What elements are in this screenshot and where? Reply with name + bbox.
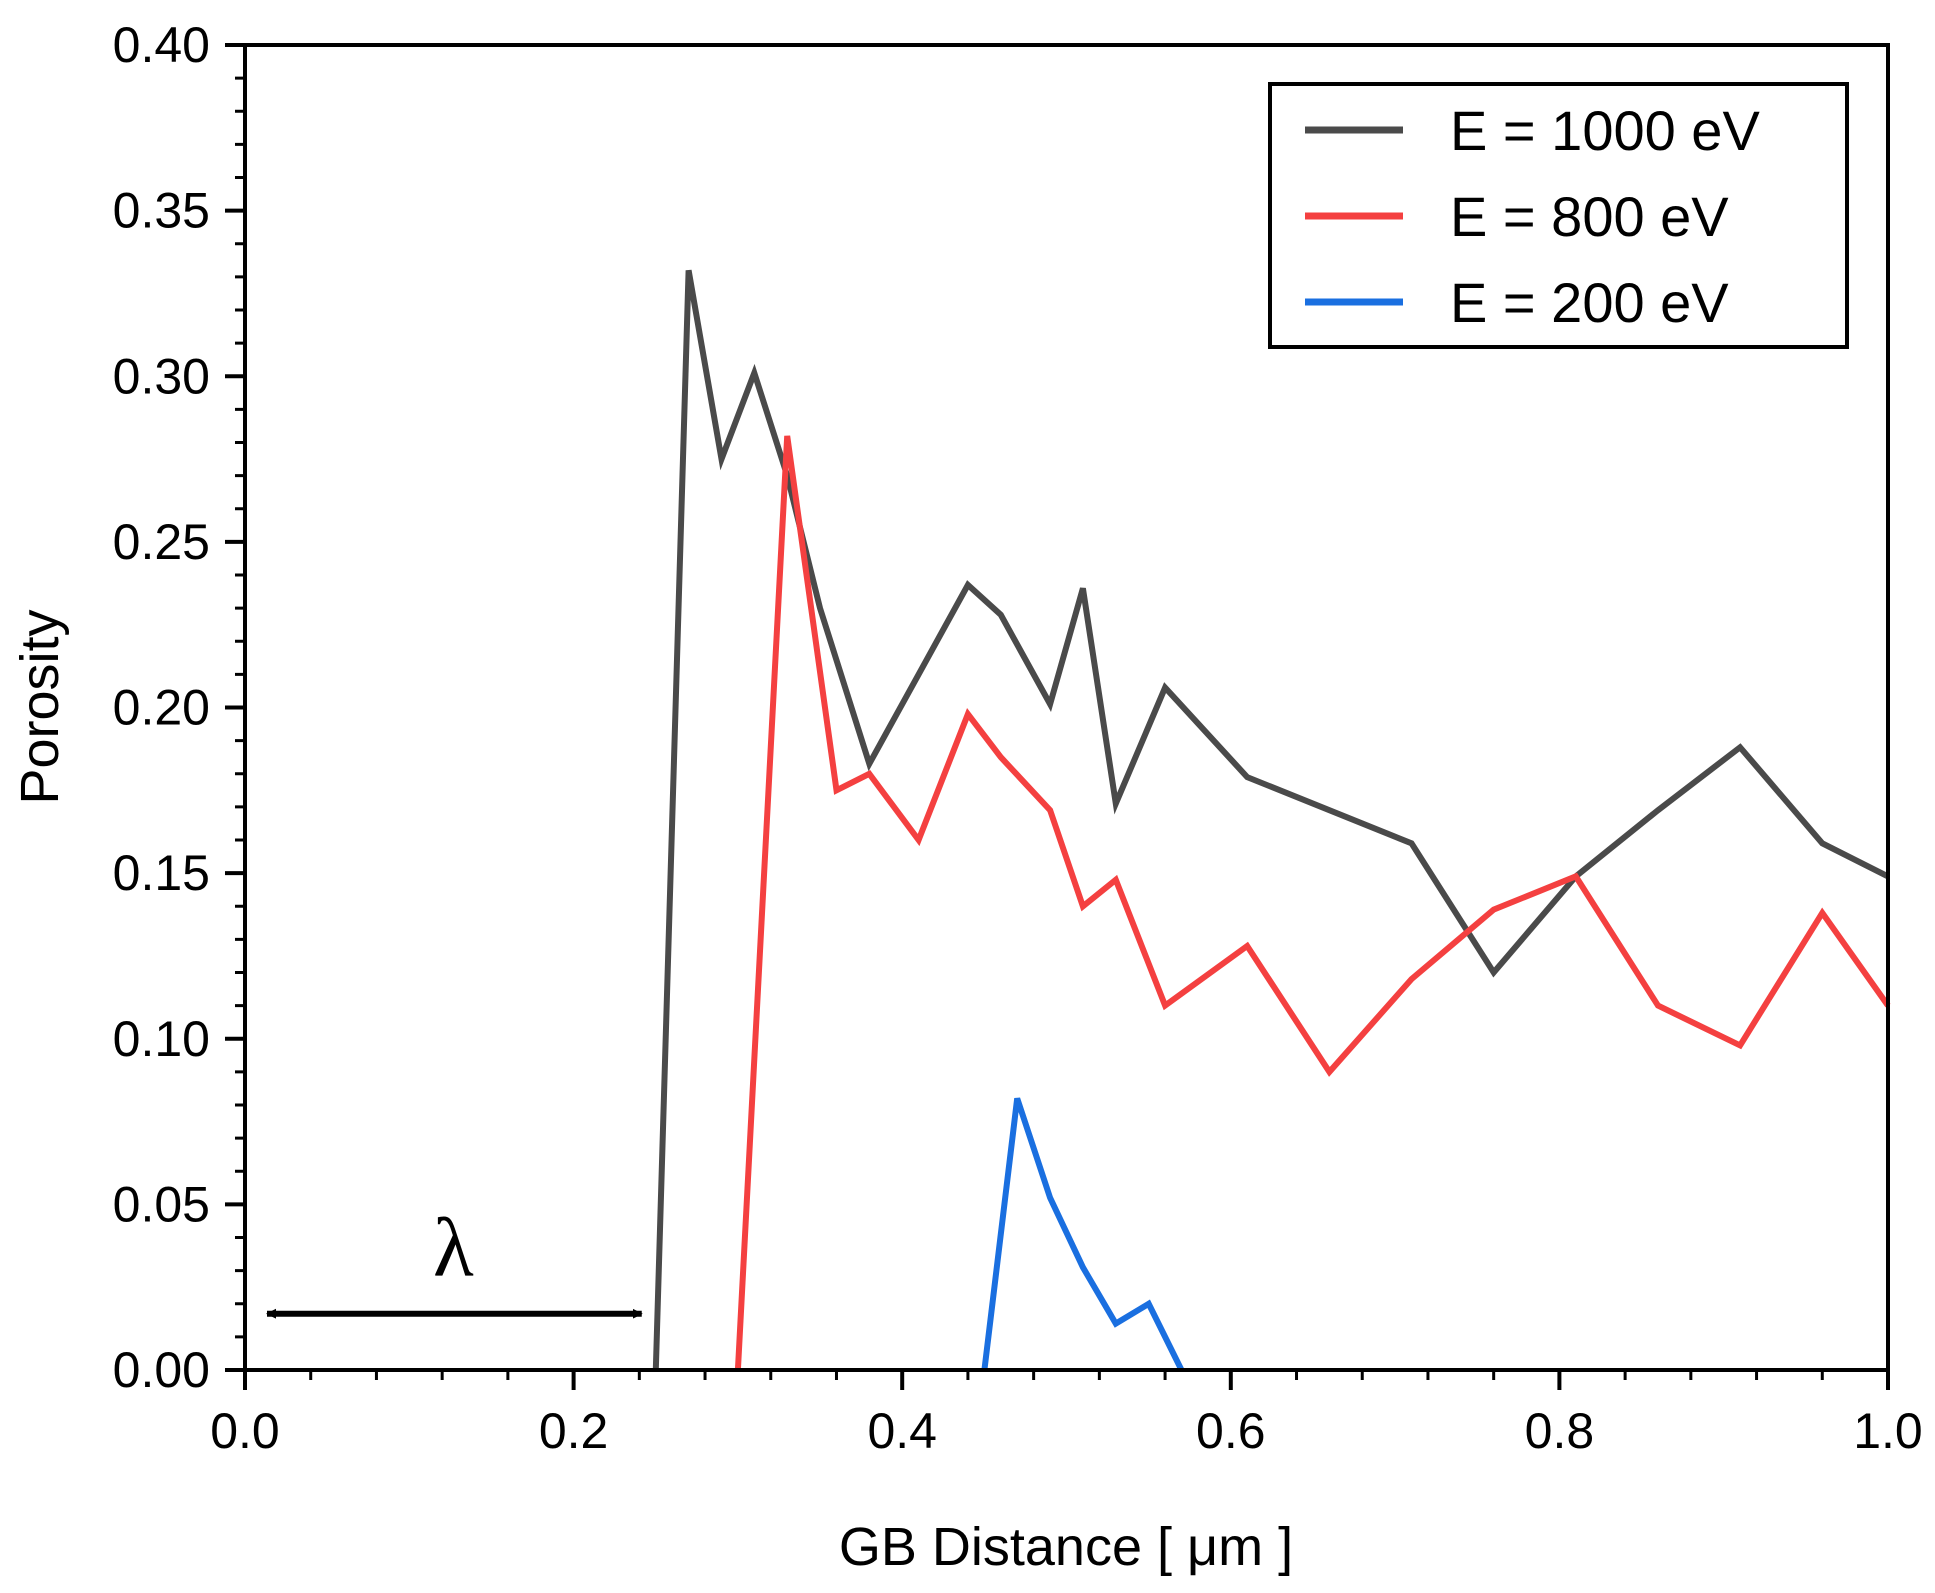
legend-label: E = 1000 eV — [1450, 99, 1760, 162]
x-tick-label: 0.6 — [1196, 1403, 1266, 1459]
y-tick-label: 0.25 — [113, 514, 210, 570]
y-tick-label: 0.40 — [113, 17, 210, 73]
series-line-800ev — [734, 435, 1891, 1371]
x-tick-label: 1.0 — [1853, 1403, 1923, 1459]
y-tick-label: 0.20 — [113, 680, 210, 736]
tick-layer: 0.0 0.2 0.4 0.6 0.8 1.0 0.00 0.05 0.10 0.15 0.20 0.… — [113, 17, 1923, 1459]
y-tick-label: 0.10 — [113, 1011, 210, 1067]
y-tick-label: 0.30 — [113, 348, 210, 404]
annotation-layer: λ — [266, 1202, 643, 1319]
legend-label: E = 800 eV — [1450, 185, 1729, 248]
legend: E = 1000 eV E = 800 eV E = 200 eV — [1268, 82, 1849, 349]
y-tick-label: 0.00 — [113, 1342, 210, 1398]
x-tick-label: 0.4 — [867, 1403, 937, 1459]
lambda-label: λ — [433, 1202, 474, 1295]
y-axis-title: Porosity — [10, 609, 70, 804]
series-line-1000ev — [652, 269, 1890, 1371]
x-tick-label: 0.0 — [210, 1403, 280, 1459]
series-layer — [652, 269, 1891, 1372]
x-tick-label: 0.2 — [539, 1403, 609, 1459]
x-tick-label: 0.8 — [1525, 1403, 1595, 1459]
legend-item-1000ev: E = 1000 eV — [1305, 99, 1760, 162]
legend-label: E = 200 eV — [1450, 271, 1729, 334]
y-tick-label: 0.35 — [113, 183, 210, 239]
y-tick-label: 0.15 — [113, 845, 210, 901]
legend-item-800ev: E = 800 eV — [1305, 185, 1729, 248]
legend-items: E = 1000 eV E = 800 eV E = 200 eV — [1305, 99, 1760, 334]
series-line-200ev — [981, 1097, 1185, 1372]
legend-item-200ev: E = 200 eV — [1305, 271, 1729, 334]
y-tick-label: 0.05 — [113, 1176, 210, 1232]
x-axis-title: GB Distance [ μm ] — [839, 1517, 1293, 1577]
